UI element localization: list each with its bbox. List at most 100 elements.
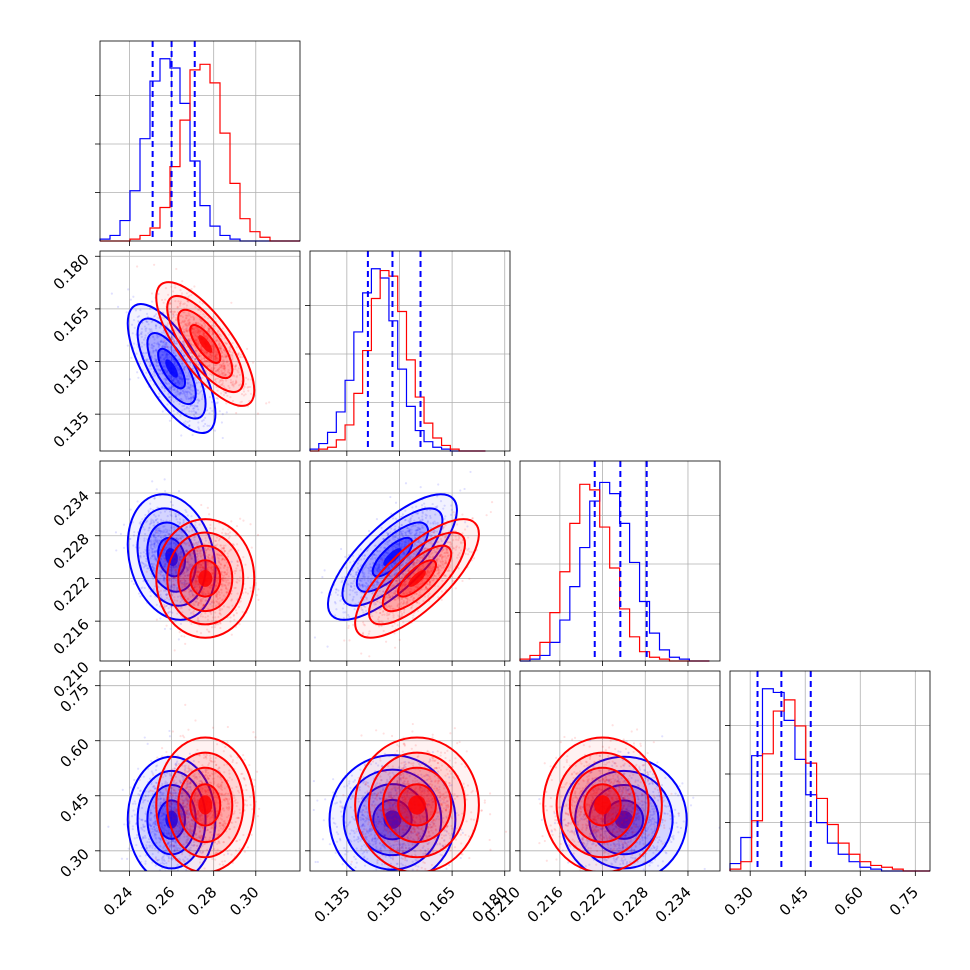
sample-point [155, 342, 158, 345]
sample-point [170, 317, 174, 320]
sample-point [401, 602, 405, 606]
sample-point [434, 550, 437, 553]
sample-point [389, 575, 392, 578]
sample-point [139, 595, 142, 598]
sample-point [197, 421, 200, 424]
sample-point [163, 547, 166, 551]
sample-point [221, 576, 224, 580]
sample-point [173, 342, 177, 345]
sample-point [187, 372, 190, 375]
sample-point [393, 572, 396, 575]
sample-point [186, 574, 189, 577]
sample-point [196, 329, 199, 332]
sample-point [352, 560, 355, 563]
sample-point [172, 575, 175, 579]
sample-point [396, 542, 399, 545]
sample-point [425, 572, 428, 575]
sample-point [183, 355, 186, 358]
sample-point [394, 535, 397, 538]
sample-point [224, 571, 227, 574]
sample-point [186, 329, 189, 332]
sample-point [177, 300, 180, 303]
sample-point [204, 370, 207, 373]
sample-point [174, 514, 177, 517]
sample-point [170, 594, 174, 597]
sample-point [190, 410, 193, 413]
sample-point [169, 541, 172, 544]
sample-point [170, 541, 173, 544]
sample-point [239, 353, 243, 356]
sample-point [203, 566, 206, 569]
sample-point [213, 325, 216, 328]
sample-point [179, 391, 182, 394]
sample-point [415, 558, 419, 562]
sample-point [225, 587, 228, 590]
sample-point [242, 519, 245, 522]
sample-point [130, 356, 133, 359]
sample-point [154, 546, 157, 549]
sample-point [381, 561, 384, 564]
sample-point [207, 330, 210, 333]
sample-point [147, 323, 150, 326]
sample-point [223, 369, 226, 372]
sample-point [147, 510, 150, 514]
sample-point [206, 506, 209, 509]
sample-point [179, 579, 182, 582]
sample-point [203, 361, 206, 364]
sample-point [415, 505, 418, 508]
sample-point [155, 360, 158, 364]
sample-point [368, 630, 371, 633]
sample-point [422, 547, 426, 550]
sample-point [210, 357, 213, 360]
sample-point [224, 373, 227, 376]
sample-point [183, 365, 186, 368]
sample-point [199, 549, 202, 552]
sample-point [142, 551, 145, 554]
sample-point [154, 515, 157, 518]
sample-point [177, 367, 180, 370]
sample-point [169, 302, 172, 305]
sample-point [182, 421, 185, 424]
sample-point [183, 579, 186, 582]
sample-point [154, 518, 157, 522]
sample-point [389, 589, 392, 592]
sample-point [226, 364, 230, 367]
sample-point [444, 562, 447, 565]
sample-point [191, 389, 194, 392]
sample-point [185, 549, 189, 552]
sample-point [409, 517, 413, 520]
sample-point [405, 602, 408, 605]
sample-point [340, 547, 343, 551]
sample-point [213, 378, 217, 382]
sample-point [204, 539, 208, 542]
sample-point [206, 351, 209, 355]
sample-point [152, 351, 155, 354]
sample-point [215, 600, 218, 603]
sample-point [219, 378, 222, 382]
sample-point [146, 320, 149, 323]
sample-point [378, 566, 381, 569]
sample-point [223, 571, 226, 574]
sample-point [235, 381, 238, 384]
sample-point [191, 593, 194, 596]
sample-point [376, 580, 379, 583]
sample-point [249, 523, 252, 526]
sample-point [234, 367, 237, 371]
sample-point [187, 588, 190, 591]
sample-point [155, 549, 158, 552]
sample-point [184, 394, 187, 398]
sample-point [215, 584, 218, 587]
panel-0-0 [95, 40, 301, 246]
sample-point [180, 378, 183, 381]
sample-point [398, 542, 402, 545]
sample-point [408, 529, 411, 533]
sample-point [235, 580, 238, 584]
sample-point [397, 602, 400, 606]
sample-point [168, 396, 171, 399]
sample-point [186, 390, 189, 393]
sample-point [422, 526, 425, 529]
sample-point [182, 542, 186, 545]
sample-point [196, 550, 199, 553]
sample-point [187, 597, 190, 600]
sample-point [240, 393, 244, 396]
